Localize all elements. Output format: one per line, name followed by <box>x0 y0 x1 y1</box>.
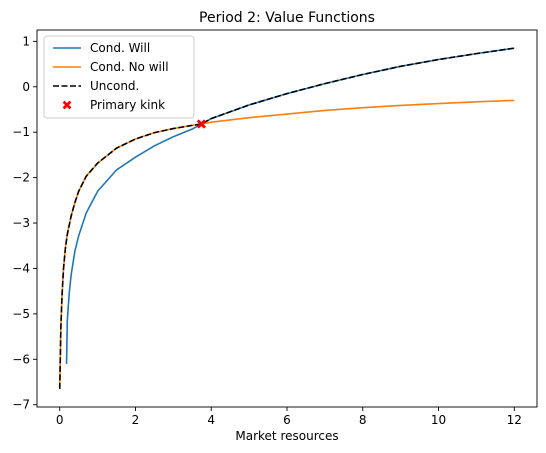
y-tick-label: −5 <box>12 307 30 321</box>
y-tick-label: −2 <box>12 171 30 185</box>
x-tick-label: 12 <box>507 413 522 427</box>
legend-label: Uncond. <box>90 79 139 93</box>
legend-label: Cond. No will <box>90 60 169 74</box>
legend-item: Cond. No will <box>53 60 169 74</box>
x-tick-label: 2 <box>132 413 140 427</box>
y-tick-label: −3 <box>12 216 30 230</box>
y-tick-label: 0 <box>22 80 30 94</box>
x-tick-label: 10 <box>431 413 446 427</box>
y-tick-label: 1 <box>22 34 30 48</box>
legend: Cond. Will Cond. No will Uncond. Primary ki… <box>43 35 195 119</box>
x-axis-label: Market resources <box>235 429 338 443</box>
legend-label: Primary kink <box>90 98 165 112</box>
legend-item: Cond. Will <box>53 41 150 55</box>
series-line-2 <box>58 99 515 389</box>
y-axis: −7 −6 −5 −4 −3 −2 −1 0 1 <box>12 34 37 412</box>
legend-label: Cond. Will <box>90 41 150 55</box>
x-tick-label: 6 <box>283 413 291 427</box>
kink-marker <box>196 119 206 129</box>
x-tick-label: 4 <box>207 413 215 427</box>
legend-marker-icon <box>62 100 72 110</box>
legend-item: Primary kink <box>62 98 165 112</box>
x-axis: 0 2 4 6 8 10 12 <box>56 407 522 427</box>
x-tick-label: 8 <box>359 413 367 427</box>
y-tick-label: −7 <box>12 398 30 412</box>
legend-box <box>43 35 195 119</box>
series-lines <box>58 47 515 389</box>
y-tick-label: −1 <box>12 125 30 139</box>
y-tick-label: −4 <box>12 261 30 275</box>
legend-item: Uncond. <box>53 79 139 93</box>
chart-title: Period 2: Value Functions <box>199 10 375 26</box>
x-tick-label: 0 <box>56 413 64 427</box>
y-tick-label: −6 <box>12 352 30 366</box>
